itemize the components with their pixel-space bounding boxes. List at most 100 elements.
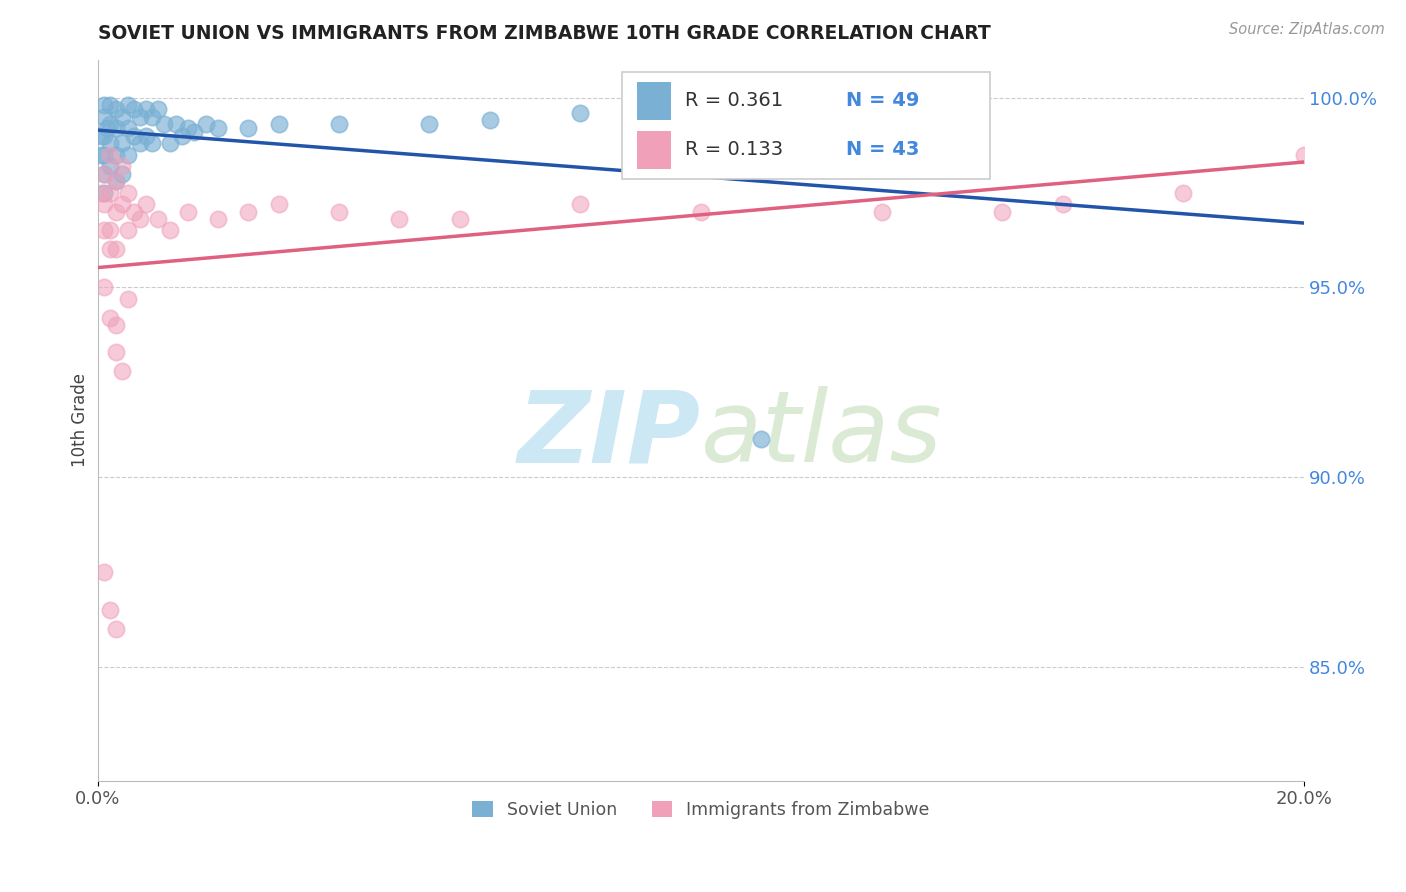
Point <box>418 117 440 131</box>
Text: N = 49: N = 49 <box>845 91 920 111</box>
Point <box>689 204 711 219</box>
Point <box>207 212 229 227</box>
Point <box>93 167 115 181</box>
Point <box>93 110 115 124</box>
Point <box>122 204 145 219</box>
Point <box>146 212 169 227</box>
Point <box>93 197 115 211</box>
Point <box>93 98 115 112</box>
Point <box>238 121 260 136</box>
Text: R = 0.133: R = 0.133 <box>685 140 783 160</box>
Point <box>135 197 157 211</box>
Point <box>104 102 127 116</box>
Point <box>122 128 145 143</box>
Point <box>122 102 145 116</box>
Point <box>177 204 200 219</box>
Point <box>165 117 187 131</box>
Point <box>478 113 501 128</box>
Text: ZIP: ZIP <box>517 386 700 483</box>
Point <box>117 292 139 306</box>
Point <box>98 603 121 617</box>
Point <box>104 622 127 636</box>
Point <box>93 565 115 579</box>
Point <box>128 136 150 151</box>
Point <box>135 102 157 116</box>
Point <box>569 197 592 211</box>
Point <box>195 117 218 131</box>
Point <box>117 186 139 200</box>
Point <box>117 98 139 112</box>
Point <box>98 186 121 200</box>
Text: SOVIET UNION VS IMMIGRANTS FROM ZIMBABWE 10TH GRADE CORRELATION CHART: SOVIET UNION VS IMMIGRANTS FROM ZIMBABWE… <box>97 24 990 43</box>
Point <box>111 136 134 151</box>
Point <box>238 204 260 219</box>
Bar <box>637 131 671 169</box>
Point <box>98 98 121 112</box>
Point <box>1052 197 1074 211</box>
Point <box>1173 186 1195 200</box>
Point <box>96 121 118 136</box>
Point <box>146 102 169 116</box>
Point <box>98 136 121 151</box>
Point <box>128 212 150 227</box>
Point <box>170 128 193 143</box>
Point <box>870 204 893 219</box>
Point <box>93 147 115 161</box>
Point <box>991 204 1014 219</box>
Point <box>207 121 229 136</box>
Point <box>90 186 112 200</box>
Point <box>111 364 134 378</box>
Point <box>98 243 121 257</box>
Text: atlas: atlas <box>700 386 942 483</box>
Point <box>104 345 127 359</box>
Point <box>111 159 134 173</box>
Point <box>128 110 150 124</box>
Point <box>98 223 121 237</box>
Point <box>104 174 127 188</box>
Bar <box>637 82 671 120</box>
Point <box>141 110 163 124</box>
Point <box>93 223 115 237</box>
Point <box>328 204 350 219</box>
Point <box>111 197 134 211</box>
Point <box>111 167 134 181</box>
Point <box>93 280 115 294</box>
Point <box>449 212 471 227</box>
Point <box>111 110 134 124</box>
Legend: Soviet Union, Immigrants from Zimbabwe: Soviet Union, Immigrants from Zimbabwe <box>465 794 936 826</box>
Point <box>183 125 205 139</box>
Point <box>569 106 592 120</box>
Point <box>1294 147 1316 161</box>
Point <box>135 128 157 143</box>
Point <box>141 136 163 151</box>
Text: R = 0.361: R = 0.361 <box>685 91 783 111</box>
Point <box>93 167 115 181</box>
Point <box>388 212 411 227</box>
Point <box>159 223 181 237</box>
Point <box>267 117 290 131</box>
Point <box>90 147 112 161</box>
Point <box>104 243 127 257</box>
Point <box>117 223 139 237</box>
Point <box>90 128 112 143</box>
Point <box>98 159 121 173</box>
Point <box>749 432 772 446</box>
Point <box>117 121 139 136</box>
Point <box>98 147 121 161</box>
Point <box>870 98 893 112</box>
Point <box>98 117 121 131</box>
Point <box>267 197 290 211</box>
Point <box>177 121 200 136</box>
Point <box>104 318 127 333</box>
Text: N = 43: N = 43 <box>845 140 920 160</box>
Point <box>104 204 127 219</box>
Point <box>93 128 115 143</box>
Point <box>659 110 682 124</box>
Point <box>159 136 181 151</box>
Point <box>104 174 127 188</box>
Y-axis label: 10th Grade: 10th Grade <box>72 373 89 467</box>
Point <box>98 310 121 325</box>
Point <box>153 117 176 131</box>
Point <box>93 186 115 200</box>
Point <box>328 117 350 131</box>
